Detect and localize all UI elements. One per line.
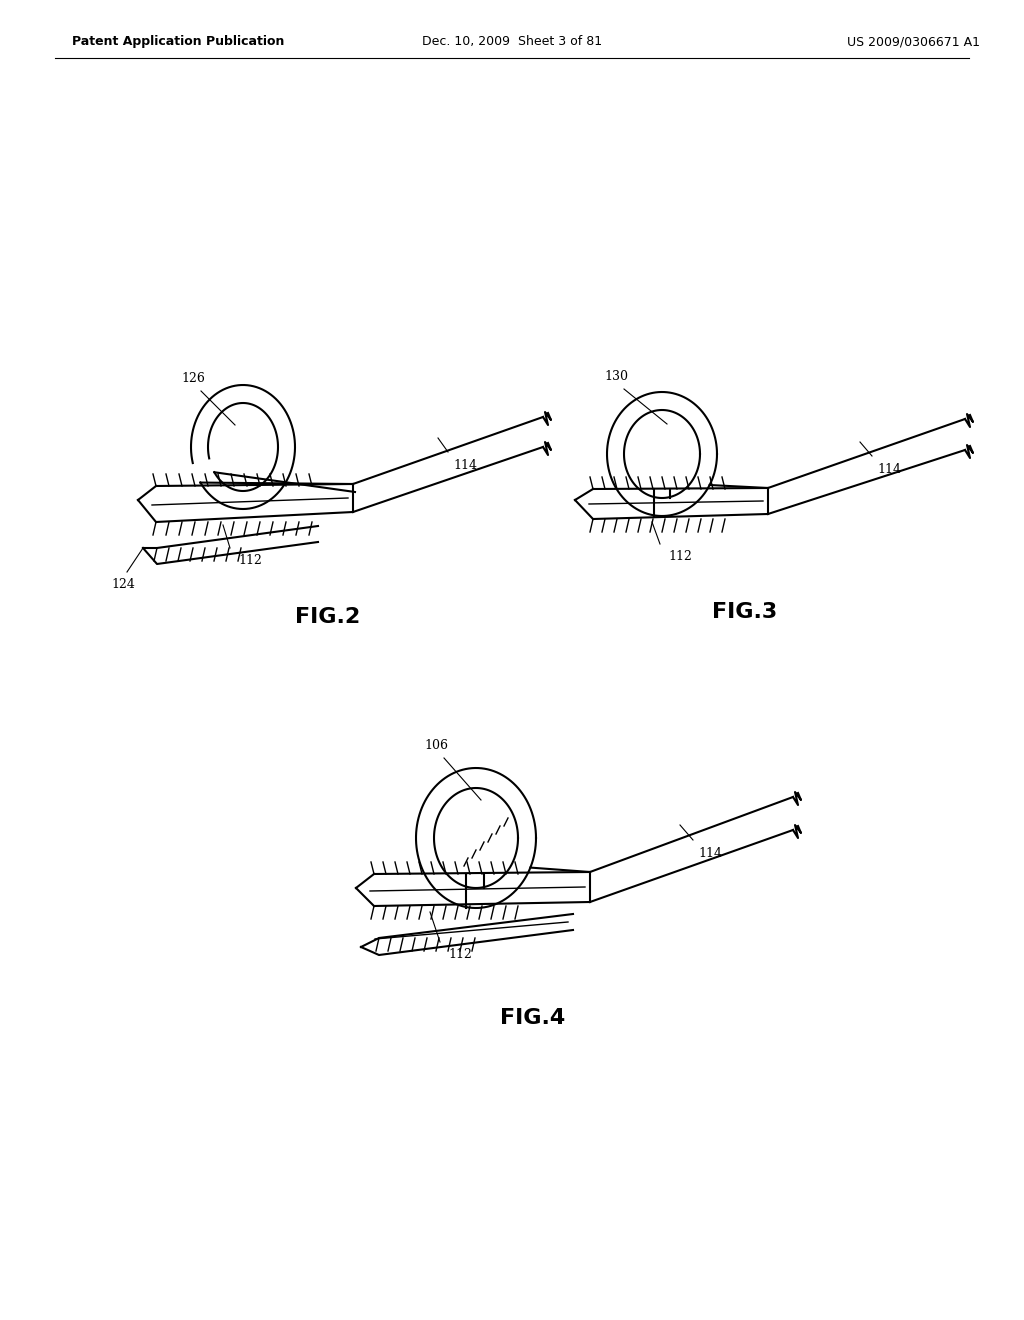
Text: 124: 124 [111,578,135,591]
Text: FIG.4: FIG.4 [501,1008,565,1028]
Text: 112: 112 [668,550,692,564]
Text: 112: 112 [449,948,472,961]
Text: 114: 114 [877,463,901,477]
Text: FIG.3: FIG.3 [713,602,777,622]
Text: Patent Application Publication: Patent Application Publication [72,36,285,49]
Text: 126: 126 [181,372,205,385]
Text: US 2009/0306671 A1: US 2009/0306671 A1 [847,36,980,49]
Text: 106: 106 [424,739,449,752]
Text: 114: 114 [453,459,477,473]
Text: 114: 114 [698,847,722,861]
Text: 112: 112 [238,554,262,568]
Text: Dec. 10, 2009  Sheet 3 of 81: Dec. 10, 2009 Sheet 3 of 81 [422,36,602,49]
Text: 130: 130 [604,370,628,383]
Text: FIG.2: FIG.2 [295,607,360,627]
